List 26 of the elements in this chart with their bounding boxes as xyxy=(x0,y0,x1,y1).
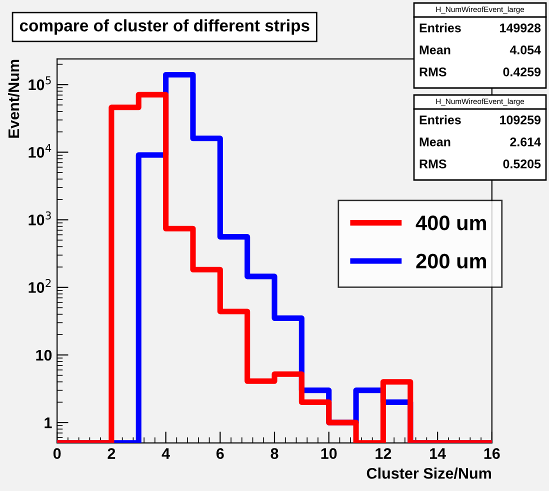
x-tick-label: 14 xyxy=(430,448,446,459)
y-tick-label: 10$^{3}$ xyxy=(28,211,51,226)
y-tick-label: 10$^{2}$ xyxy=(28,279,51,293)
y-axis-title: Event/Num xyxy=(8,60,20,138)
y-tick-label: 10$^{5}$ xyxy=(28,76,51,90)
x-tick-label: 12 xyxy=(376,448,392,459)
text: Mean 2.614 xyxy=(420,138,541,146)
text: Mean 4.054 xyxy=(420,46,541,54)
x-axis-title: Cluster Size/Num xyxy=(366,468,491,479)
text: RMS 0.4259 xyxy=(420,68,541,76)
text: RMS 0.5205 xyxy=(420,160,541,168)
y-tick-label: 10 xyxy=(36,350,52,361)
text: Entries 149928 xyxy=(420,23,541,32)
legend-label: 400 um xyxy=(416,216,486,230)
x-tick-label: 16 xyxy=(484,448,500,459)
x-tick-label: 10 xyxy=(321,448,337,459)
chart-title: compare of cluster of different strips xyxy=(20,19,310,35)
x-tick-label: 2 xyxy=(108,448,116,459)
x-tick-label: 0 xyxy=(53,448,61,459)
x-tick-label: 4 xyxy=(162,448,170,459)
y-tick-label: 1 xyxy=(44,418,52,428)
text: Entries 109259 xyxy=(420,115,541,124)
x-tick-label: 8 xyxy=(270,448,278,459)
legend-label: 200 um xyxy=(416,254,486,268)
x-tick-label: 6 xyxy=(216,448,224,459)
y-tick-label: 10$^{4}$ xyxy=(28,144,52,158)
